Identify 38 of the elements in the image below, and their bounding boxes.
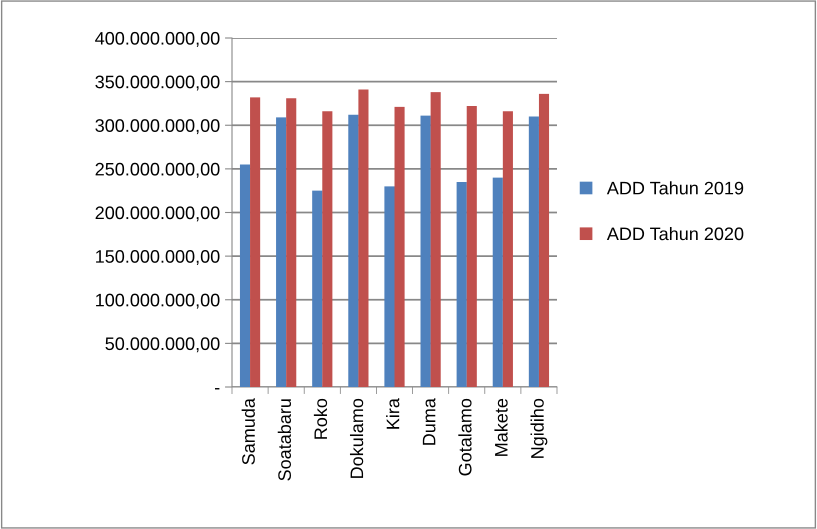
x-tick-label: Kira xyxy=(386,398,400,429)
y-tick-label: 200.000.000,00 xyxy=(96,206,220,222)
x-tick-label: Gotalamo xyxy=(458,398,472,476)
y-tick-label: 250.000.000,00 xyxy=(96,162,220,178)
bar xyxy=(538,94,550,387)
bar xyxy=(502,111,513,387)
bar xyxy=(250,97,260,387)
y-tick-label: - xyxy=(214,388,220,390)
bar xyxy=(384,186,394,387)
bar xyxy=(348,114,358,387)
bar xyxy=(276,117,286,387)
y-tick-label: 350.000.000,00 xyxy=(95,76,220,90)
y-tick-label: 300.000.000,00 xyxy=(95,119,220,134)
bar xyxy=(456,182,467,387)
y-tick-label: 400.000.000,00 xyxy=(95,32,220,47)
y-tick-label: 50.000.000,00 xyxy=(105,337,220,352)
bar xyxy=(322,111,332,387)
x-tick-label: Samuda xyxy=(242,398,255,465)
bar xyxy=(466,106,477,387)
bar xyxy=(358,89,368,387)
bar xyxy=(492,178,503,387)
x-tick-label: Ngidiho xyxy=(530,398,548,458)
y-tick-label: 100.000.000,00 xyxy=(96,294,220,309)
x-tick-label: Makete xyxy=(494,398,508,456)
bar xyxy=(528,116,539,387)
bar xyxy=(394,106,405,387)
x-tick-label: Roko xyxy=(314,398,328,439)
bar xyxy=(312,190,322,387)
x-tick-label: Dokulamo xyxy=(350,398,364,478)
y-tick-label: 150.000.000,00 xyxy=(96,250,220,265)
bar xyxy=(240,164,250,387)
legend-label: ADD Tahun 2019 xyxy=(606,181,744,194)
x-tick-label: Duma xyxy=(422,398,436,445)
bar xyxy=(286,98,296,387)
x-tick-label: Soatabaru xyxy=(278,399,292,481)
bar xyxy=(430,92,441,387)
legend-label: ADD Tahun 2020 xyxy=(606,226,744,240)
bar xyxy=(420,116,431,387)
